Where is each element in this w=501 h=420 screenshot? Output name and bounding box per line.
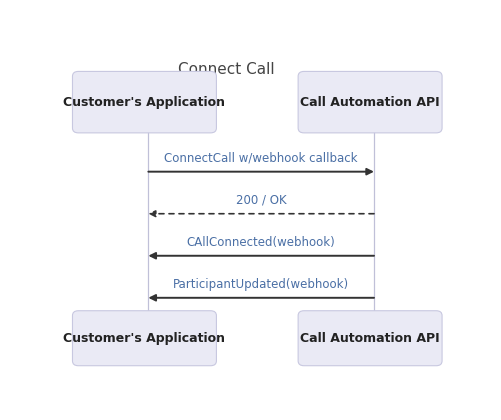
Text: Call Automation API: Call Automation API [300,96,439,109]
Text: Call Automation API: Call Automation API [300,332,439,345]
FancyBboxPatch shape [298,311,441,366]
Text: Customer's Application: Customer's Application [63,96,225,109]
FancyBboxPatch shape [72,311,216,366]
Text: ParticipantUpdated(webhook): ParticipantUpdated(webhook) [173,278,349,291]
Text: ConnectCall w/webhook callback: ConnectCall w/webhook callback [164,152,357,165]
Text: 200 / OK: 200 / OK [235,194,286,207]
FancyBboxPatch shape [72,71,216,133]
Text: Customer's Application: Customer's Application [63,332,225,345]
Text: Connect Call: Connect Call [177,62,274,77]
Text: CAllConnected(webhook): CAllConnected(webhook) [186,236,335,249]
FancyBboxPatch shape [298,71,441,133]
